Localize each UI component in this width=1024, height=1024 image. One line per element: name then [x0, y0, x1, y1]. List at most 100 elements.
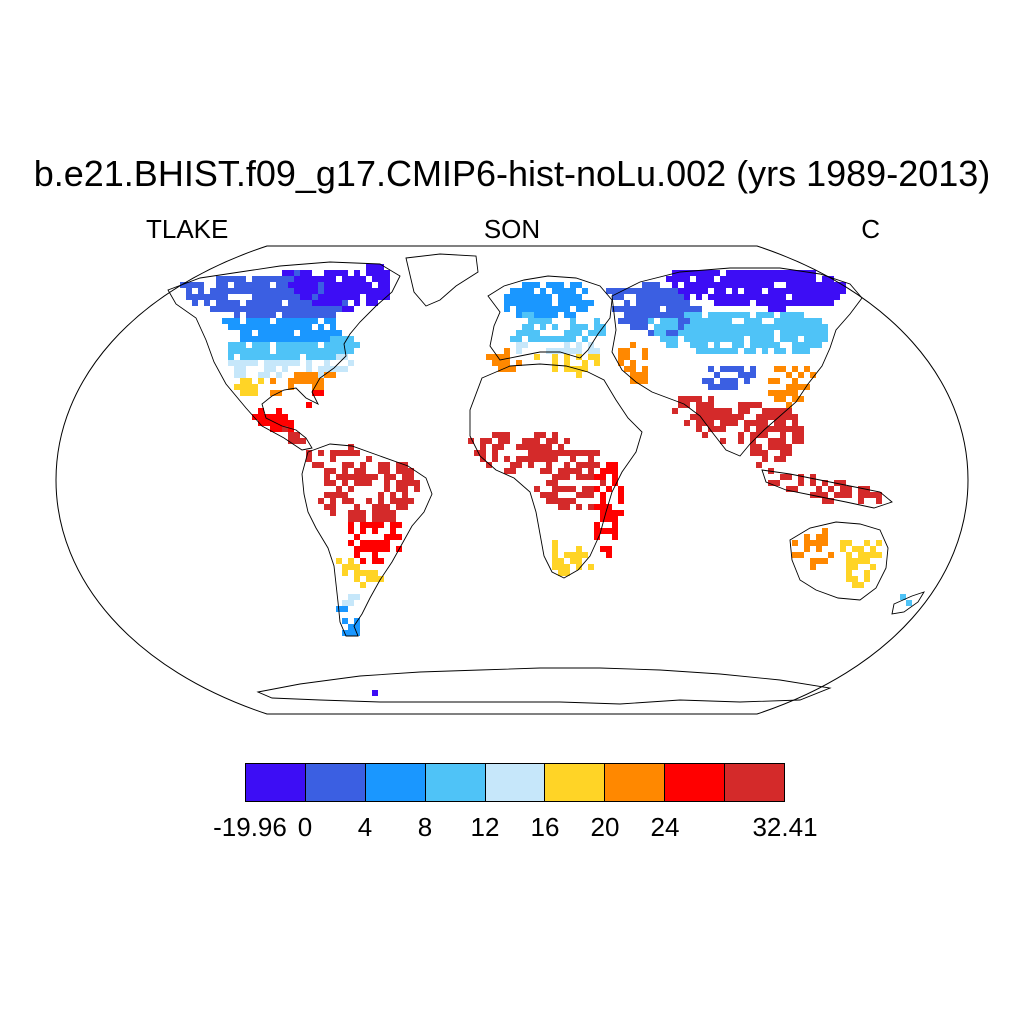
data-cell — [768, 270, 774, 276]
data-cell — [690, 282, 696, 288]
data-cell — [360, 480, 366, 486]
data-cell — [582, 324, 588, 330]
data-cell — [600, 330, 606, 336]
data-cell — [756, 270, 762, 276]
region-siberia — [666, 270, 846, 312]
data-cell — [792, 342, 798, 348]
region-china-east — [768, 366, 816, 408]
region-amazon — [306, 444, 420, 522]
data-cell — [720, 324, 726, 330]
data-cell — [480, 444, 486, 450]
coastline-australia — [789, 521, 889, 601]
data-cell — [702, 408, 708, 414]
data-cell — [570, 330, 576, 336]
data-cell — [714, 384, 720, 390]
data-cell — [312, 288, 318, 294]
data-cell — [378, 498, 384, 504]
data-cell — [252, 348, 258, 354]
data-cell — [774, 300, 780, 306]
data-cell — [552, 306, 558, 312]
data-cell — [216, 288, 222, 294]
data-cell — [486, 438, 492, 444]
data-cell — [810, 564, 816, 570]
data-cell — [744, 402, 750, 408]
data-cell — [780, 444, 786, 450]
data-cell — [264, 318, 270, 324]
data-cell — [732, 366, 738, 372]
data-cell — [696, 402, 702, 408]
data-cell — [318, 378, 324, 384]
data-cell — [804, 318, 810, 324]
data-cell — [630, 312, 636, 318]
data-cell — [264, 420, 270, 426]
data-cell — [828, 288, 834, 294]
data-cell — [384, 270, 390, 276]
data-cell — [354, 288, 360, 294]
data-cell — [804, 276, 810, 282]
data-cell — [522, 294, 528, 300]
data-cell — [618, 348, 624, 354]
data-cell — [756, 420, 762, 426]
data-cell — [330, 288, 336, 294]
data-cell — [774, 390, 780, 396]
data-cell — [354, 570, 360, 576]
data-cell — [684, 336, 690, 342]
data-cell — [540, 492, 546, 498]
region-australia-west — [792, 528, 834, 570]
data-cell — [630, 378, 636, 384]
data-cell — [402, 498, 408, 504]
data-cell — [786, 426, 792, 432]
data-cell — [552, 366, 558, 372]
data-cell — [576, 324, 582, 330]
data-cell — [762, 432, 768, 438]
data-cell — [546, 450, 552, 456]
data-cell — [798, 294, 804, 300]
data-cell — [600, 528, 606, 534]
data-cell — [546, 312, 552, 318]
data-cell — [330, 324, 336, 330]
data-cell — [714, 270, 720, 276]
data-cell — [780, 336, 786, 342]
data-cell — [300, 336, 306, 342]
data-cell — [354, 576, 360, 582]
data-cell — [786, 408, 792, 414]
data-cell — [312, 390, 318, 396]
data-cell — [270, 288, 276, 294]
data-cell — [378, 276, 384, 282]
data-cell — [234, 384, 240, 390]
data-cell — [354, 594, 360, 600]
data-cell — [864, 492, 870, 498]
data-cell — [768, 312, 774, 318]
data-cell — [708, 348, 714, 354]
data-cell — [618, 492, 624, 498]
data-cell — [372, 504, 378, 510]
data-cell — [636, 318, 642, 324]
data-cell — [270, 336, 276, 342]
data-cell — [318, 450, 324, 456]
data-cell — [768, 282, 774, 288]
data-cell — [606, 528, 612, 534]
data-cell — [546, 462, 552, 468]
data-cell — [294, 312, 300, 318]
data-cell — [384, 276, 390, 282]
data-cell — [618, 306, 624, 312]
data-cell — [642, 366, 648, 372]
data-cell — [792, 414, 798, 420]
data-cell — [384, 468, 390, 474]
data-cell — [738, 432, 744, 438]
data-cell — [240, 390, 246, 396]
data-cell — [360, 522, 366, 528]
data-cell — [696, 420, 702, 426]
data-cell — [294, 360, 300, 366]
colorbar-ticks: -19.96 0 4 8 12 16 20 24 32.41 — [0, 810, 1024, 844]
data-cell — [324, 468, 330, 474]
data-cell — [864, 540, 870, 546]
data-cell — [678, 300, 684, 306]
data-cell — [822, 330, 828, 336]
data-cell — [270, 324, 276, 330]
data-cell — [384, 516, 390, 522]
data-cell — [738, 312, 744, 318]
data-cell — [798, 288, 804, 294]
data-cell — [606, 504, 612, 510]
data-cell — [684, 396, 690, 402]
